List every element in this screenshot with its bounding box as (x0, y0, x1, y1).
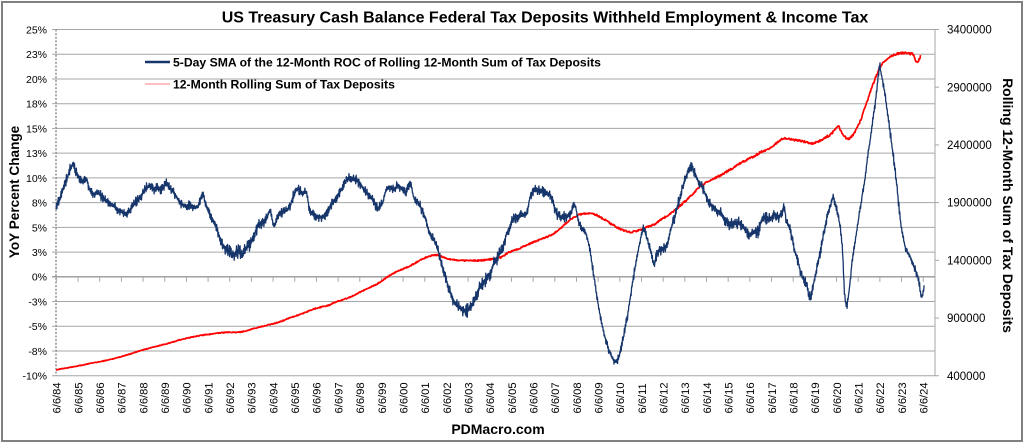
svg-text:6/6/86: 6/6/86 (95, 382, 107, 413)
svg-text:6/6/97: 6/6/97 (333, 382, 345, 413)
svg-text:900000: 900000 (947, 313, 985, 325)
svg-text:6/6/89: 6/6/89 (160, 382, 172, 413)
svg-text:6/6/90: 6/6/90 (182, 382, 194, 413)
svg-text:6/6/12: 6/6/12 (658, 382, 670, 413)
svg-text:3%: 3% (32, 247, 47, 259)
svg-text:1400000: 1400000 (947, 255, 992, 267)
svg-text:2900000: 2900000 (947, 82, 992, 94)
svg-text:18%: 18% (26, 99, 47, 111)
svg-text:3400000: 3400000 (947, 25, 992, 37)
svg-text:6/6/23: 6/6/23 (897, 382, 909, 413)
svg-text:6/6/00: 6/6/00 (398, 382, 410, 413)
svg-text:6/6/98: 6/6/98 (355, 382, 367, 413)
svg-text:6/6/19: 6/6/19 (810, 382, 822, 413)
svg-text:6/6/08: 6/6/08 (572, 382, 584, 413)
svg-text:6/6/24: 6/6/24 (919, 382, 931, 413)
svg-text:US Treasury Cash Balance Feder: US Treasury Cash Balance Federal Tax Dep… (222, 10, 869, 27)
svg-text:6/6/03: 6/6/03 (463, 382, 475, 413)
svg-text:15%: 15% (26, 123, 47, 135)
svg-text:Rolling 12-Month Sum of Tax De: Rolling 12-Month Sum of Tax Deposits (1000, 78, 1016, 333)
svg-text:0%: 0% (32, 272, 47, 284)
svg-text:6/6/22: 6/6/22 (875, 382, 887, 413)
svg-text:6/6/13: 6/6/13 (680, 382, 692, 413)
svg-text:5-Day SMA of the 12-Month ROC: 5-Day SMA of the 12-Month ROC of Rolling… (173, 56, 601, 70)
svg-text:6/6/11: 6/6/11 (637, 383, 649, 413)
svg-text:6/6/93: 6/6/93 (247, 382, 259, 413)
svg-text:-8%: -8% (28, 346, 47, 358)
svg-text:6/6/10: 6/6/10 (615, 382, 627, 413)
svg-text:6/6/01: 6/6/01 (420, 382, 432, 413)
svg-text:6/6/87: 6/6/87 (117, 382, 129, 413)
svg-text:12-Month Rolling Sum of Tax De: 12-Month Rolling Sum of Tax Deposits (173, 78, 395, 92)
svg-text:8%: 8% (32, 198, 47, 210)
svg-text:PDMacro.com: PDMacro.com (451, 421, 544, 437)
svg-text:6/6/91: 6/6/91 (203, 382, 215, 413)
svg-text:6/6/84: 6/6/84 (52, 382, 64, 413)
svg-text:6/6/88: 6/6/88 (138, 382, 150, 413)
svg-text:6/6/14: 6/6/14 (702, 382, 714, 413)
svg-text:10%: 10% (26, 173, 47, 185)
svg-text:6/6/94: 6/6/94 (268, 382, 280, 413)
svg-text:-3%: -3% (28, 296, 47, 308)
svg-text:13%: 13% (26, 148, 47, 160)
svg-text:6/6/99: 6/6/99 (377, 382, 389, 413)
svg-text:6/6/15: 6/6/15 (723, 382, 735, 413)
svg-text:6/6/21: 6/6/21 (853, 382, 865, 413)
svg-text:6/6/85: 6/6/85 (73, 382, 85, 413)
svg-text:6/6/92: 6/6/92 (225, 382, 237, 413)
svg-text:-10%: -10% (22, 371, 47, 383)
svg-text:6/6/09: 6/6/09 (593, 382, 605, 413)
svg-text:6/6/02: 6/6/02 (442, 382, 454, 413)
svg-text:400000: 400000 (947, 371, 985, 383)
svg-text:6/6/07: 6/6/07 (550, 382, 562, 413)
svg-text:6/6/20: 6/6/20 (832, 382, 844, 413)
svg-text:6/6/04: 6/6/04 (485, 382, 497, 413)
svg-text:YoY Percent Change: YoY Percent Change (7, 125, 22, 258)
svg-text:23%: 23% (26, 49, 47, 61)
svg-text:25%: 25% (26, 24, 47, 36)
svg-text:5%: 5% (32, 222, 47, 234)
svg-text:6/6/16: 6/6/16 (745, 382, 757, 413)
svg-text:-5%: -5% (28, 321, 47, 333)
svg-text:6/6/95: 6/6/95 (290, 382, 302, 413)
svg-text:1900000: 1900000 (947, 198, 992, 210)
svg-text:6/6/17: 6/6/17 (767, 382, 779, 413)
svg-text:20%: 20% (26, 74, 47, 86)
svg-text:6/6/05: 6/6/05 (507, 382, 519, 413)
svg-text:6/6/96: 6/6/96 (312, 382, 324, 413)
svg-text:6/6/06: 6/6/06 (528, 382, 540, 413)
svg-text:6/6/18: 6/6/18 (788, 382, 800, 413)
svg-text:2400000: 2400000 (947, 140, 992, 152)
